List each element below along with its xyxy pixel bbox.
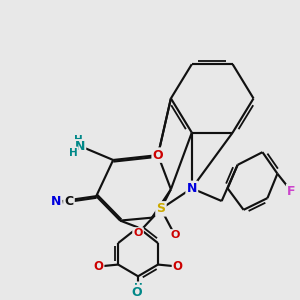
Text: N: N [75,140,85,153]
Text: S: S [156,202,165,215]
Text: O: O [131,286,142,299]
Text: ·: · [138,286,142,299]
Text: N: N [187,182,197,195]
Text: H: H [69,148,77,158]
Text: O: O [93,260,103,273]
Text: O: O [134,228,143,238]
Text: C: C [64,194,74,208]
Text: O: O [170,230,180,240]
Text: H: H [134,283,142,292]
Text: O: O [173,260,183,273]
Text: O: O [153,148,163,162]
Text: F: F [287,185,296,198]
Text: N: N [51,194,61,208]
Text: H: H [74,135,83,145]
